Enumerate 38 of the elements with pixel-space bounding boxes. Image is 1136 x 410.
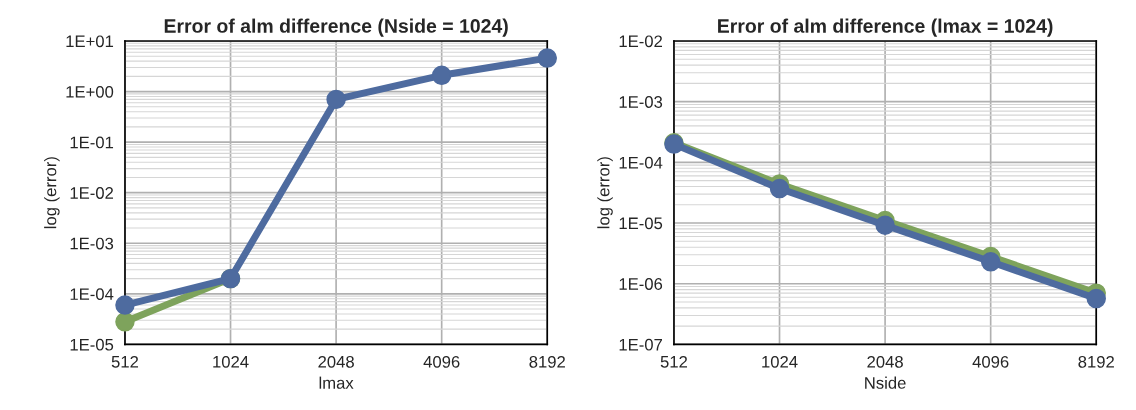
point bbox=[537, 48, 557, 68]
y-tick-label: 1E-07 bbox=[619, 338, 662, 351]
point bbox=[431, 65, 452, 85]
x-tick-label: 1024 bbox=[762, 355, 798, 368]
x-axis-title: Nside bbox=[865, 376, 906, 389]
point bbox=[875, 215, 895, 235]
point bbox=[1086, 288, 1106, 309]
x-tick-label: 8192 bbox=[1078, 355, 1114, 368]
y-axis-title: log (error) bbox=[44, 157, 60, 229]
y-tick-label: 1E-03 bbox=[619, 96, 663, 108]
x-tick-label: 2048 bbox=[867, 355, 903, 368]
x-tick-label: 1024 bbox=[213, 355, 249, 368]
y-tick-label: 1E-01 bbox=[70, 136, 114, 149]
y-axis-title: log (error) bbox=[597, 157, 613, 229]
y-tick-label: 1E-02 bbox=[619, 35, 662, 48]
y-tick-label: 1E+00 bbox=[66, 85, 114, 98]
y-tick-label: 1E-06 bbox=[619, 278, 663, 290]
y-tick-label: 1E-03 bbox=[70, 237, 114, 250]
y-tick-label: 1E-04 bbox=[70, 288, 114, 301]
x-tick-label: 2048 bbox=[318, 355, 354, 368]
y-tick-label: 1E+01 bbox=[66, 35, 114, 48]
y-tick-label: 1E-02 bbox=[70, 187, 114, 199]
y-tick-label: 1E-05 bbox=[619, 217, 663, 230]
chart-title: Error of alm difference (lmax = 1024) bbox=[718, 18, 1053, 37]
x-tick-label: 4096 bbox=[972, 355, 1009, 368]
x-tick-label: 4096 bbox=[423, 355, 460, 368]
x-axis-title: lmax bbox=[319, 376, 354, 389]
point bbox=[326, 89, 346, 110]
chart-title: Error of alm difference (Nside = 1024) bbox=[164, 18, 508, 37]
x-tick-label: 8192 bbox=[529, 355, 565, 368]
point bbox=[115, 312, 135, 332]
point bbox=[115, 295, 135, 315]
point bbox=[769, 178, 790, 199]
point bbox=[980, 252, 1001, 272]
x-tick-label: 512 bbox=[111, 355, 139, 368]
y-tick-label: 1E-05 bbox=[70, 338, 114, 351]
y-tick-label: 1E-04 bbox=[619, 156, 663, 169]
x-tick-label: 512 bbox=[660, 355, 688, 368]
